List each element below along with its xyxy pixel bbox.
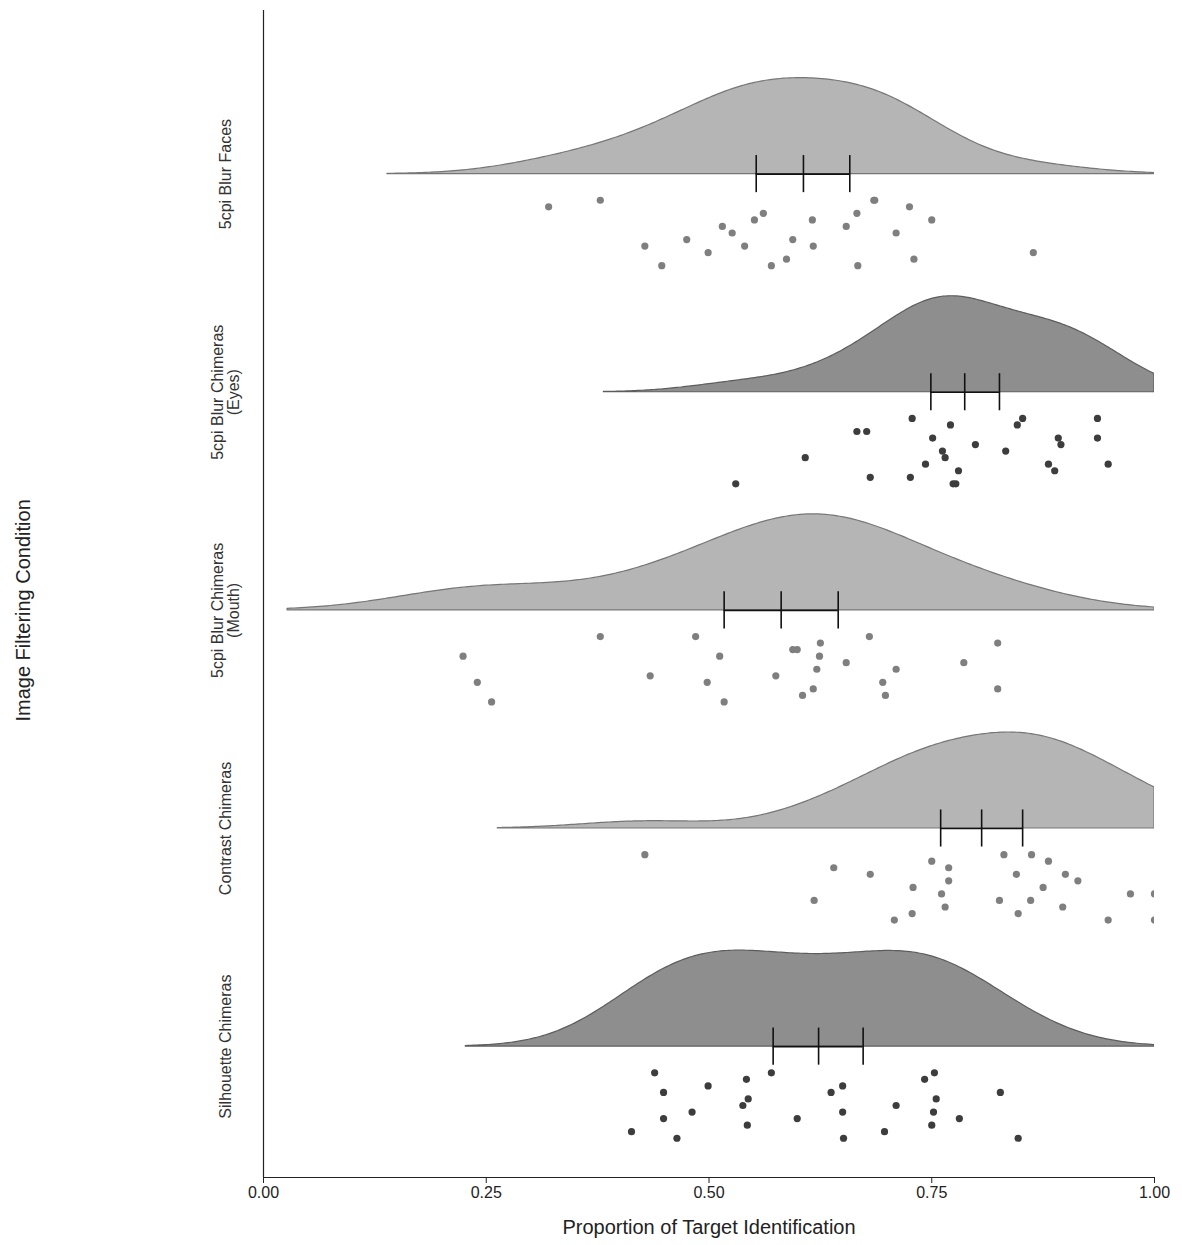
svg-text:Contrast Chimeras: Contrast Chimeras bbox=[217, 762, 234, 895]
svg-text:Silhouette Chimeras: Silhouette Chimeras bbox=[217, 975, 234, 1119]
svg-text:5cpi Blur Chimeras(Mouth): 5cpi Blur Chimeras(Mouth) bbox=[209, 543, 242, 678]
svg-text:1.00: 1.00 bbox=[1139, 1184, 1170, 1201]
svg-text:Proportion of Target Identific: Proportion of Target Identification bbox=[562, 1216, 855, 1238]
svg-text:0.50: 0.50 bbox=[693, 1184, 724, 1201]
svg-text:5cpi Blur Faces: 5cpi Blur Faces bbox=[217, 119, 234, 229]
svg-text:5cpi Blur Chimeras(Eyes): 5cpi Blur Chimeras(Eyes) bbox=[209, 325, 242, 460]
svg-text:0.75: 0.75 bbox=[916, 1184, 947, 1201]
svg-text:0.25: 0.25 bbox=[471, 1184, 502, 1201]
svg-text:0.00: 0.00 bbox=[248, 1184, 279, 1201]
svg-text:Image Filtering Condition: Image Filtering Condition bbox=[12, 499, 34, 721]
